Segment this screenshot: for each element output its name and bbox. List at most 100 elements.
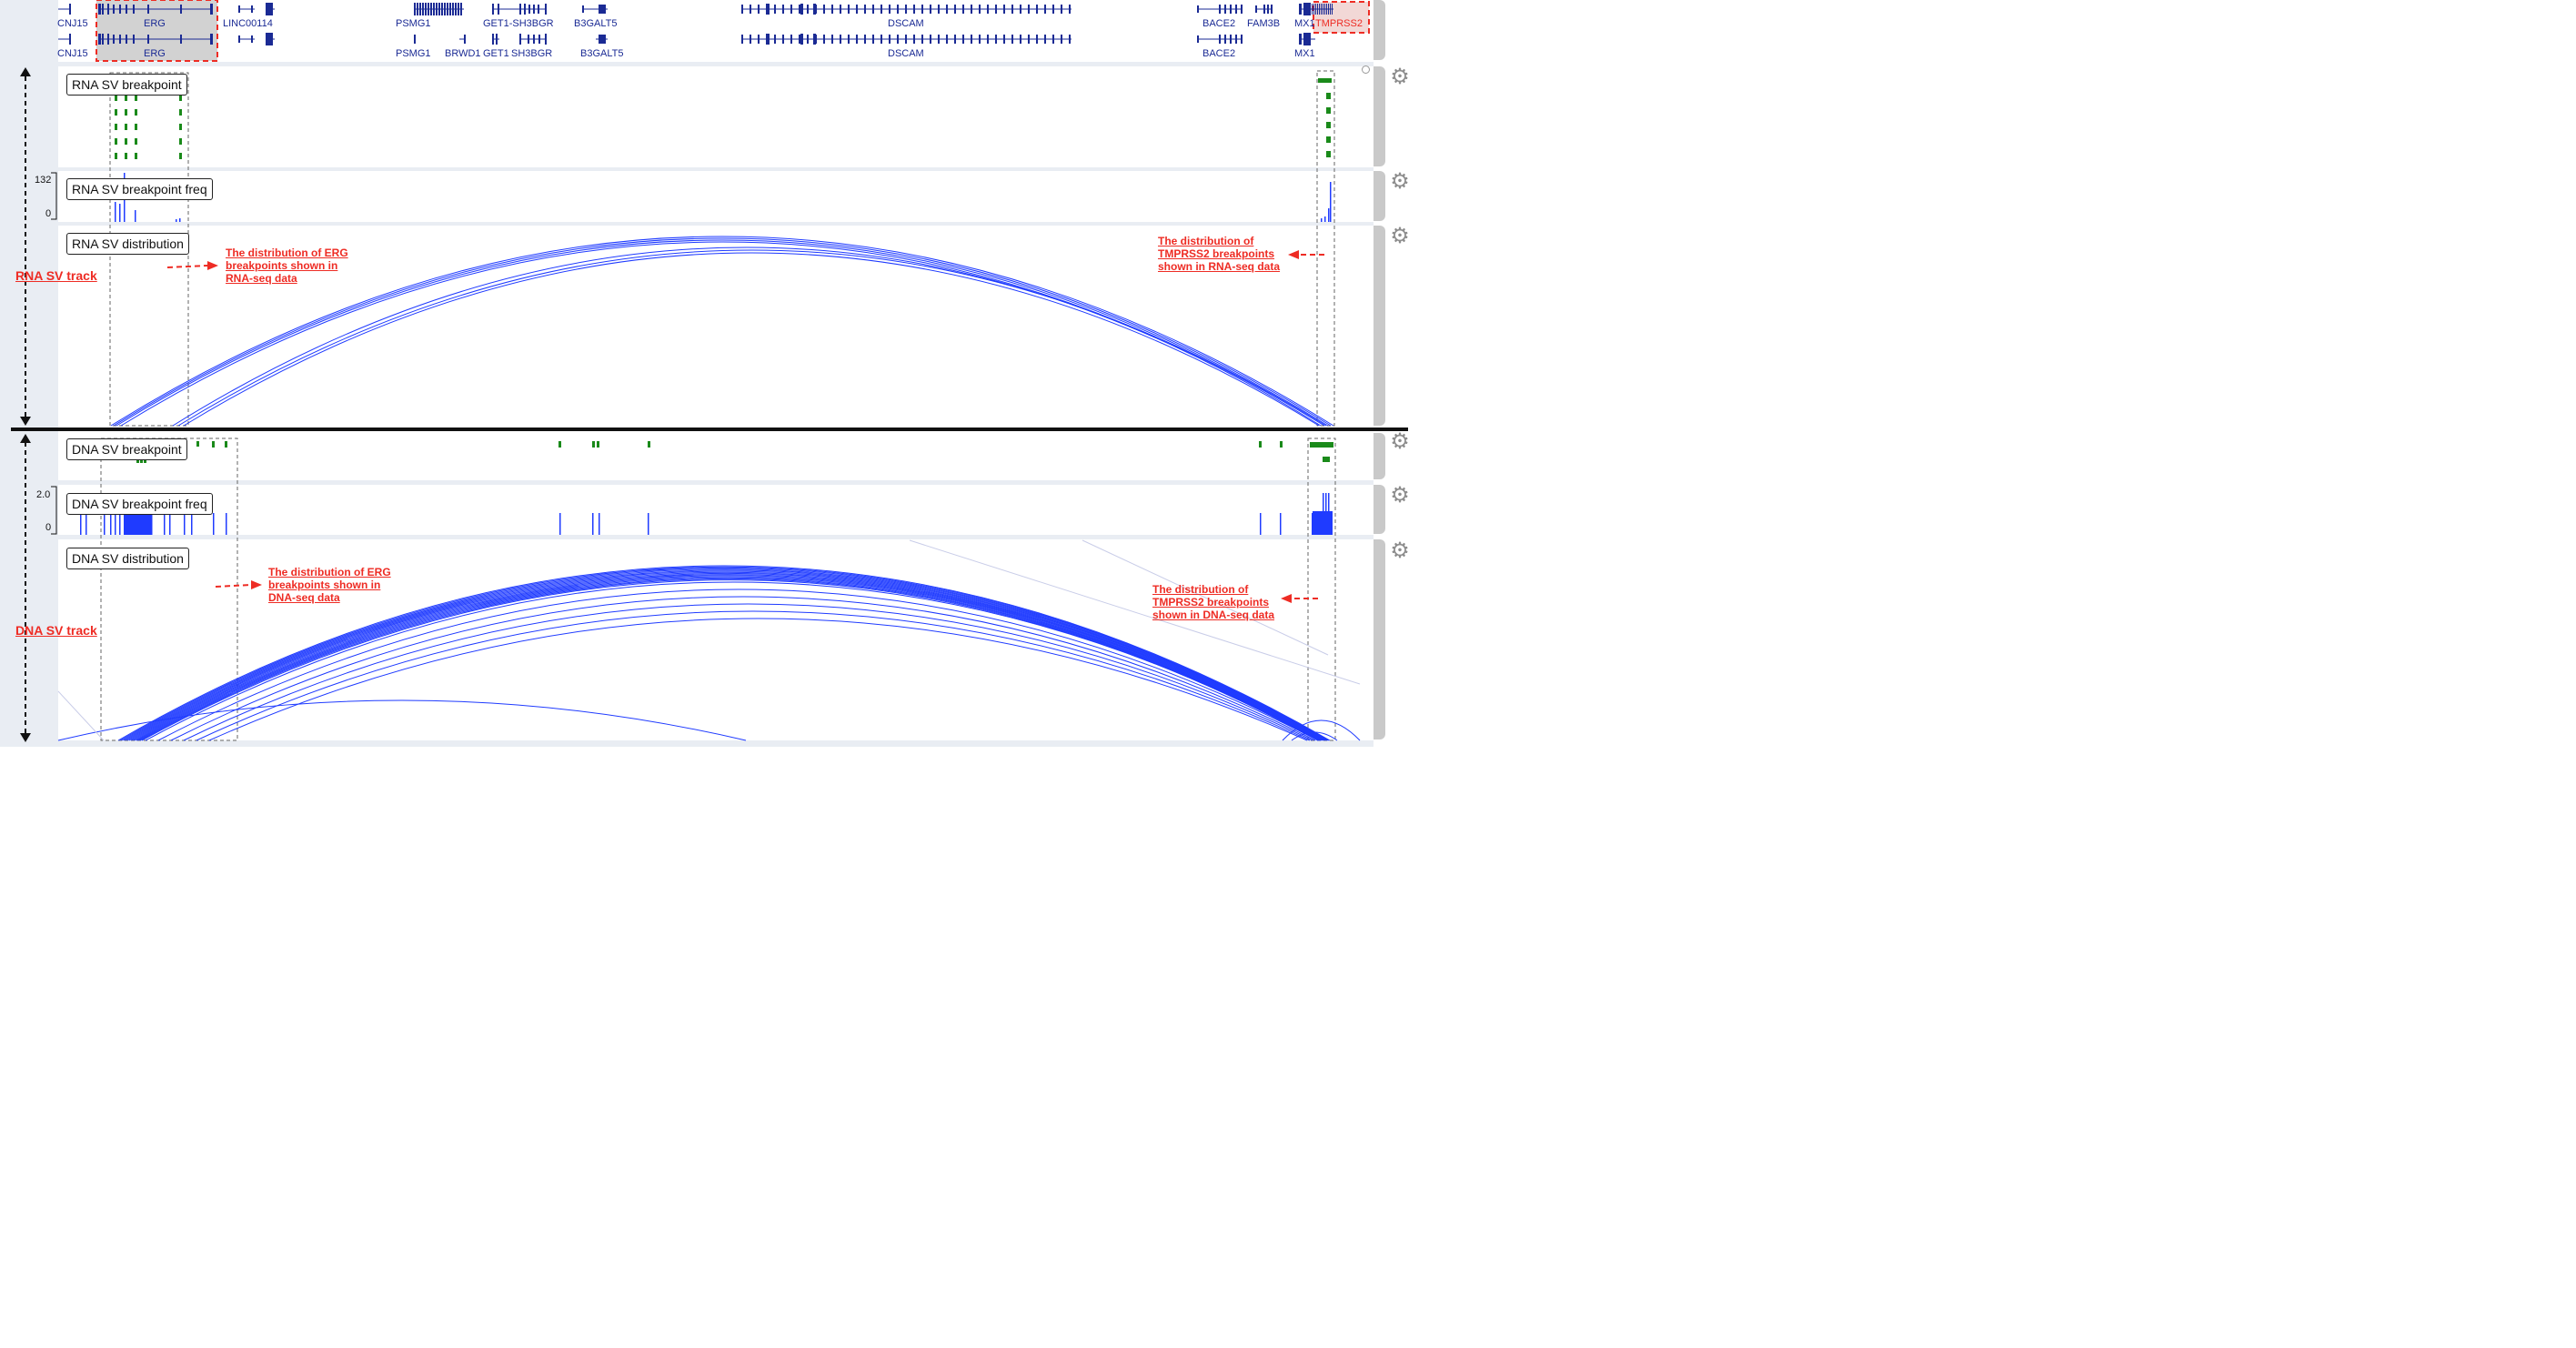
gene-model-fam3b xyxy=(1255,5,1273,14)
dna-sv-arc xyxy=(1282,719,1361,741)
gene-label-psmg1[interactable]: PSMG1 xyxy=(396,48,431,59)
rna-breakpoint-mark xyxy=(115,124,117,130)
gear-icon[interactable]: ⚙ xyxy=(1390,482,1410,508)
annotation-dna-erg: The distribution of ERG breakpoints show… xyxy=(268,566,391,604)
dna-freq-bar xyxy=(1313,511,1333,535)
dna-freq-bar xyxy=(213,513,215,535)
dna-sv-arc xyxy=(121,568,1329,741)
rna-section-label: RNA SV track xyxy=(15,268,97,283)
dna-breakpoint-mark xyxy=(140,458,143,463)
dna-sv-arc xyxy=(137,577,1321,741)
gene-label-mx1[interactable]: MX1 xyxy=(1294,18,1315,29)
track-handle-rna-breakpoint[interactable] xyxy=(1374,66,1385,166)
track-handle-dna-freq[interactable] xyxy=(1374,485,1385,534)
rna-breakpoint-mark xyxy=(1326,136,1331,143)
dna-breakpoint-mark xyxy=(1259,441,1262,448)
dna-breakpoint-mark xyxy=(144,458,146,463)
gear-icon[interactable]: ⚙ xyxy=(1390,64,1410,89)
dna-sv-arc xyxy=(208,618,1308,741)
gene-label-fam3b[interactable]: FAM3B xyxy=(1247,18,1281,29)
gene-label-sh3bgr[interactable]: SH3BGR xyxy=(511,48,553,59)
gene-model-sh3bgr xyxy=(519,34,547,45)
gene-label-bace2[interactable]: BACE2 xyxy=(1202,18,1236,29)
gene-label-psmg1[interactable]: PSMG1 xyxy=(396,18,431,29)
rna-tmprss2-region-box xyxy=(1316,70,1335,427)
gene-label-get1[interactable]: GET1 xyxy=(483,48,509,59)
track-label-rna-distribution[interactable]: RNA SV distribution xyxy=(66,233,189,255)
gene-model-dscam xyxy=(741,34,1072,45)
gene-label-brwd1[interactable]: BRWD1 xyxy=(445,48,481,59)
gene-model-erg xyxy=(98,34,213,45)
dna-breakpoint-mark xyxy=(225,441,227,448)
rna-freq-bar xyxy=(1328,208,1330,222)
gene-label-cnj15[interactable]: CNJ15 xyxy=(57,48,88,59)
rna-freq-min: 0 xyxy=(45,208,52,219)
gene-label-linc00114[interactable]: LINC00114 xyxy=(223,18,273,29)
track-label-rna-breakpoint[interactable]: RNA SV breakpoint xyxy=(66,74,187,96)
dna-sv-arc xyxy=(136,576,1322,741)
annotation-dna-tmprss2: The distribution of TMPRSS2 breakpoints … xyxy=(1152,583,1275,621)
dna-freq-bar xyxy=(559,513,561,535)
rna-freq-bar xyxy=(1330,182,1332,222)
gene-model-linc00114 xyxy=(238,35,255,43)
rna-breakpoint-mark xyxy=(115,138,117,145)
rna-breakpoint-mark xyxy=(125,95,127,101)
erg-highlight-box xyxy=(96,0,218,62)
rna-freq-bar xyxy=(1321,218,1323,222)
gene-label-b3galt5[interactable]: B3GALT5 xyxy=(574,18,618,29)
dna-freq-bar xyxy=(592,513,594,535)
gear-icon[interactable]: ⚙ xyxy=(1390,428,1410,454)
track-label-dna-distribution[interactable]: DNA SV distribution xyxy=(66,548,189,569)
left-panel xyxy=(0,0,58,747)
dna-freq-min: 0 xyxy=(45,522,52,533)
gene-label-b3galt5[interactable]: B3GALT5 xyxy=(580,48,624,59)
gear-icon[interactable]: ⚙ xyxy=(1390,538,1410,563)
rna-breakpoint-mark xyxy=(115,109,117,116)
rna-breakpoint-mark xyxy=(1326,107,1331,114)
track-label-rna-freq[interactable]: RNA SV breakpoint freq xyxy=(66,178,213,200)
dna-breakpoint-mark xyxy=(1323,457,1330,462)
track-label-dna-freq[interactable]: DNA SV breakpoint freq xyxy=(66,493,213,515)
track-label-dna-breakpoint[interactable]: DNA SV breakpoint xyxy=(66,438,187,460)
rna-breakpoint-mark xyxy=(179,95,182,101)
gene-model-bace2 xyxy=(1197,5,1243,14)
dna-sv-arc xyxy=(130,572,1324,741)
dna-freq-bar xyxy=(1260,513,1262,535)
gene-label-get1-sh3bgr[interactable]: GET1-SH3BGR xyxy=(483,18,554,29)
gene-model-psmg1 xyxy=(414,3,464,15)
dna-sv-arc xyxy=(157,588,1319,741)
dna-sv-arc xyxy=(196,610,1311,741)
dna-sv-arc xyxy=(128,571,1325,741)
rna-breakpoint-mark xyxy=(135,95,137,101)
gear-icon[interactable]: ⚙ xyxy=(1390,168,1410,194)
dna-erg-region-box xyxy=(100,438,238,741)
track-handle-genes[interactable] xyxy=(1374,0,1385,60)
gene-label-erg[interactable]: ERG xyxy=(144,48,166,59)
dna-breakpoint-mark xyxy=(196,441,199,447)
gear-icon[interactable]: ⚙ xyxy=(1390,223,1410,248)
track-handle-rna-freq[interactable] xyxy=(1374,171,1385,221)
track-handle-dna-breakpoint[interactable] xyxy=(1374,433,1385,479)
gene-label-bace2[interactable]: BACE2 xyxy=(1202,48,1236,59)
dna-sv-arc xyxy=(117,565,1331,741)
gene-label-dscam[interactable]: DSCAM xyxy=(888,18,924,29)
gene-label-erg[interactable]: ERG xyxy=(144,18,166,29)
track-handle-dna-distribution[interactable] xyxy=(1374,539,1385,739)
dna-sv-arc xyxy=(183,603,1313,741)
gene-label-tmprss2[interactable]: TMPRSS2 xyxy=(1315,18,1363,29)
rna-sv-arc xyxy=(183,252,1320,427)
gene-model-psmg1 xyxy=(414,35,416,44)
circle-icon[interactable] xyxy=(1362,65,1370,74)
gene-model-get1 xyxy=(492,34,499,45)
gene-label-mx1[interactable]: MX1 xyxy=(1294,48,1315,59)
gene-label-dscam[interactable]: DSCAM xyxy=(888,48,924,59)
dna-freq-bar xyxy=(104,513,106,535)
gene-model-linc00114b xyxy=(266,3,275,15)
dna-freq-bar xyxy=(86,513,87,535)
track-handle-rna-distribution[interactable] xyxy=(1374,226,1385,426)
dna-breakpoint-mark xyxy=(592,441,595,448)
dna-freq-bar xyxy=(184,513,186,535)
gene-label-cnj15[interactable]: CNJ15 xyxy=(57,18,88,29)
dna-sv-arc xyxy=(170,596,1316,741)
dna-sv-arc xyxy=(57,699,747,741)
